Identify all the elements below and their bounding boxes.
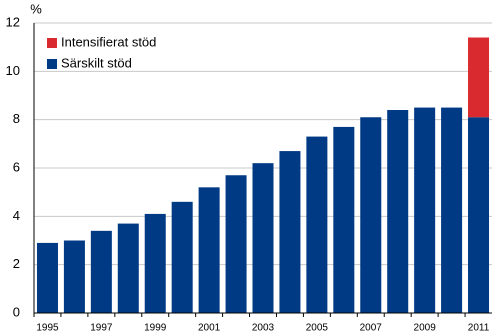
x-tick-label: 2005 — [306, 323, 329, 334]
bar — [387, 110, 409, 313]
x-tick-label: 2009 — [414, 323, 437, 334]
bar — [360, 117, 382, 313]
x-tick-label: 2011 — [468, 323, 490, 334]
legend-label: Intensifierat stöd — [61, 34, 156, 49]
legend-swatch — [47, 59, 57, 69]
bar — [90, 230, 112, 313]
y-tick-label: 10 — [6, 63, 20, 78]
bar — [144, 213, 166, 313]
y-tick-label: 6 — [13, 159, 20, 174]
y-tick-label: 12 — [6, 14, 20, 29]
bar — [225, 175, 247, 313]
bar — [441, 107, 463, 313]
bar — [171, 201, 193, 313]
y-tick-label: 8 — [13, 111, 20, 126]
bar — [252, 163, 274, 313]
x-tick-label: 1997 — [90, 323, 113, 334]
bar — [468, 37, 490, 118]
x-tick-label: 2007 — [360, 323, 383, 334]
bar — [333, 126, 355, 314]
legend-swatch — [47, 38, 57, 48]
bar — [306, 136, 328, 313]
x-tick-label: 1995 — [36, 323, 59, 334]
legend-label: Särskilt stöd — [61, 55, 132, 70]
bar — [414, 107, 436, 313]
x-tick-label: 2001 — [198, 323, 221, 334]
bar — [198, 187, 220, 313]
bar — [36, 242, 58, 313]
y-tick-label: 4 — [13, 208, 20, 223]
bar — [468, 117, 490, 313]
bar — [279, 151, 301, 313]
bar — [63, 240, 85, 313]
x-tick-label: 1999 — [144, 323, 167, 334]
x-tick-label: 2003 — [252, 323, 275, 334]
bar — [117, 223, 139, 313]
y-tick-label: 2 — [13, 256, 20, 271]
y-axis-label: % — [30, 1, 42, 16]
y-tick-label: 0 — [13, 304, 20, 319]
